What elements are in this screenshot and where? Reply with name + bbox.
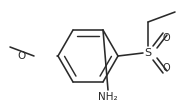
Text: O: O: [162, 33, 170, 43]
Text: S: S: [145, 48, 152, 58]
Text: O: O: [162, 63, 170, 73]
Text: O: O: [18, 51, 26, 61]
Text: NH₂: NH₂: [98, 92, 118, 102]
